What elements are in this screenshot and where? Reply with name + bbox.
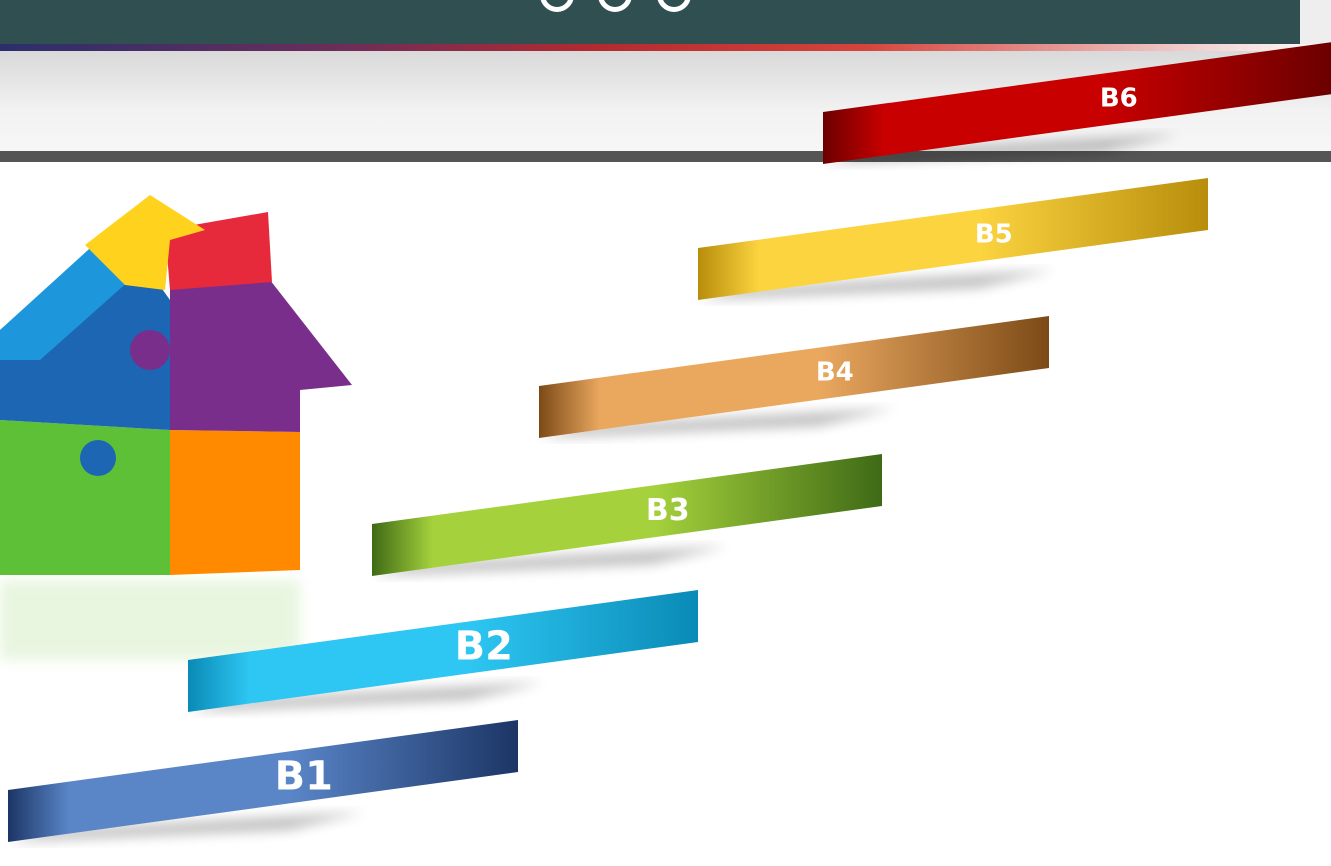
title-bar — [0, 0, 1300, 46]
step-shadow — [372, 546, 729, 576]
step-label: B5 — [975, 220, 1013, 250]
step-label: B3 — [646, 493, 690, 528]
step-b4: B4 — [539, 316, 1049, 438]
step-ribbon — [698, 178, 1208, 300]
step-label: B2 — [455, 623, 513, 669]
step-shadow — [539, 408, 896, 438]
step-shadow — [823, 134, 1180, 164]
puzzle-piece-icon — [170, 440, 195, 520]
step-ribbon — [8, 720, 518, 842]
step-shadow — [8, 812, 365, 842]
step-label: B6 — [1100, 84, 1138, 114]
step-b2: B2 — [188, 590, 698, 712]
accent-gradient-line — [0, 44, 1331, 51]
step-ribbon — [823, 42, 1331, 164]
step-b3: B3 — [372, 454, 882, 576]
puzzle-piece-icon — [0, 420, 170, 575]
step-b6: B6 — [823, 42, 1331, 164]
step-ribbon — [188, 590, 698, 712]
header-band-border — [0, 151, 1331, 162]
step-b1: B1 — [8, 720, 518, 842]
step-shadow — [188, 682, 545, 712]
puzzle-house-illustration — [0, 195, 352, 660]
puzzle-piece-icon — [85, 195, 205, 290]
puzzle-piece-icon — [170, 430, 300, 575]
step-label: B4 — [816, 358, 854, 388]
step-shadow — [698, 270, 1055, 300]
puzzle-knob-icon — [130, 330, 170, 370]
step-b5: B5 — [698, 178, 1208, 300]
puzzle-knob-icon — [80, 440, 116, 476]
title-bar-end — [1300, 0, 1331, 46]
step-ribbon — [372, 454, 882, 576]
puzzle-piece-icon — [0, 230, 130, 360]
step-ribbon — [539, 316, 1049, 438]
puzzle-piece-icon — [170, 280, 352, 432]
title-decoration — [540, 0, 711, 17]
step-label: B1 — [275, 753, 333, 799]
